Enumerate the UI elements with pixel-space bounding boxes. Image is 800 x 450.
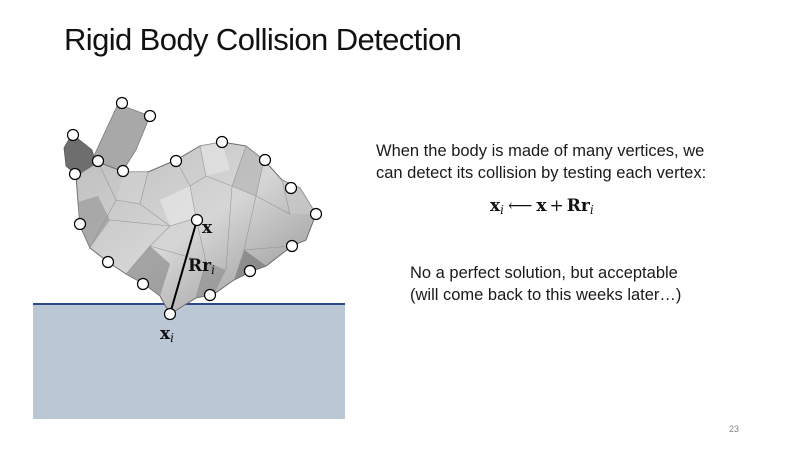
- vertex-marker: [73, 217, 87, 231]
- vertex-marker: [91, 154, 105, 168]
- vertex-marker: [115, 96, 129, 110]
- vertex-marker: [143, 109, 157, 123]
- description-line-2: can detect its collision by testing each…: [376, 164, 707, 182]
- vertex-marker: [163, 307, 177, 321]
- vertex-marker: [169, 154, 183, 168]
- label-xi: xi: [160, 324, 174, 345]
- vertex-marker: [284, 181, 298, 195]
- note-line-1: No a perfect solution, but acceptable: [410, 264, 678, 282]
- vertex-marker: [215, 135, 229, 149]
- description-line-1: When the body is made of many vertices, …: [376, 142, 705, 160]
- note-line-2: (will come back to this weeks later…): [410, 286, 682, 304]
- equation-arrow: ⟵: [507, 196, 533, 216]
- vertex-marker: [309, 207, 323, 221]
- vertex-marker: [116, 164, 130, 178]
- vertex-marker: [203, 288, 217, 302]
- equation-term2-subscript: i: [589, 203, 594, 217]
- label-rr: Rri: [188, 256, 215, 277]
- vertex-marker: [190, 213, 204, 227]
- slide-title: Rigid Body Collision Detection: [64, 22, 462, 57]
- bunny-mesh: [63, 103, 317, 315]
- equation-term1: x: [536, 196, 547, 216]
- description-text: When the body is made of many vertices, …: [376, 140, 756, 184]
- vertex-marker: [243, 264, 257, 278]
- vector-rr-line: [169, 219, 198, 315]
- vertex-marker: [101, 255, 115, 269]
- label-xi-subscript: i: [170, 331, 174, 345]
- vertex-marker: [136, 277, 150, 291]
- update-equation: xi ⟵ x + Rri: [490, 196, 594, 217]
- label-x-text: x: [202, 218, 213, 238]
- page-number: 23: [729, 424, 740, 434]
- vertex-markers: [66, 96, 323, 321]
- equation-term2: Rr: [566, 196, 590, 216]
- vertex-marker: [258, 153, 272, 167]
- equation-lhs-subscript: i: [500, 203, 504, 217]
- note-text: No a perfect solution, but acceptable (w…: [410, 262, 740, 306]
- equation-plus: +: [549, 196, 564, 216]
- vertex-marker: [285, 239, 299, 253]
- label-rr-subscript: i: [211, 263, 215, 277]
- ground-plane: [33, 303, 345, 419]
- label-rr-text: Rr: [188, 256, 212, 276]
- label-xi-text: x: [160, 324, 171, 344]
- vertex-marker: [66, 128, 80, 142]
- equation-lhs: x: [490, 196, 501, 216]
- label-x: x: [202, 220, 212, 237]
- vertex-marker: [68, 167, 82, 181]
